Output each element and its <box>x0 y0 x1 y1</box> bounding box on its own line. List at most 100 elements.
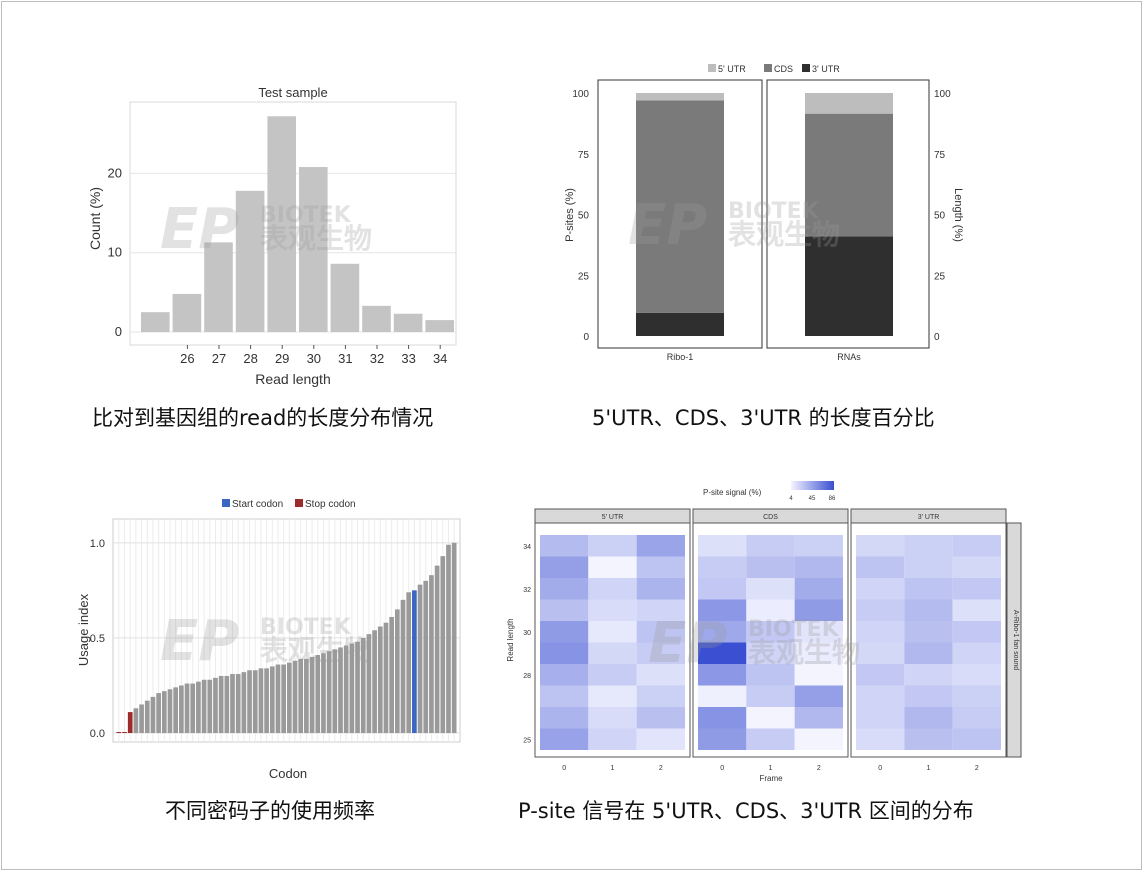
codon-bar <box>315 655 321 733</box>
psite-frame-tick: 1 <box>611 765 615 772</box>
psite-heat-cell <box>698 685 747 707</box>
psite-heat-cell <box>540 642 589 664</box>
psite-heat-cell <box>588 556 637 578</box>
codon-bar <box>139 704 144 733</box>
read-length-bar <box>204 242 233 332</box>
read-length-x-tick: 28 <box>243 351 257 366</box>
codon-bar <box>269 666 275 733</box>
codon-bar <box>338 647 343 733</box>
watermark-ep-letters: EP <box>160 197 239 262</box>
watermark-brand-en: BIOTEK <box>260 203 352 228</box>
psite-heat-cell <box>856 642 905 664</box>
read-length-bar <box>362 305 391 332</box>
psite-frame-tick: 2 <box>975 765 979 772</box>
region-legend-swatch <box>764 64 772 72</box>
psite-heat-cell <box>952 728 1001 750</box>
codon-x-label: Codon <box>269 766 307 781</box>
psite-heat-cell <box>904 642 953 664</box>
codon-bar <box>150 696 156 733</box>
watermark-brand-cn: 表观生物 <box>260 222 372 255</box>
region-legend-swatch <box>802 64 810 72</box>
psite-heat-cell <box>746 535 795 557</box>
codon-bar <box>156 693 161 733</box>
psite-heat-cell <box>588 728 637 750</box>
read-length-bar <box>299 167 328 332</box>
caption-psite-distribution: P-site 信号在 5'UTR、CDS、3'UTR 区间的分布 <box>518 799 974 823</box>
psite-heat-cell <box>952 707 1001 729</box>
psite-x-label: Frame <box>759 774 783 783</box>
codon-bar <box>196 681 201 733</box>
psite-heat-cell <box>794 685 843 707</box>
codon-bar <box>264 668 269 733</box>
read-length-bar <box>393 313 423 332</box>
psite-heat-cell <box>636 535 685 557</box>
read-length-bar <box>330 263 360 332</box>
codon-bar <box>434 565 440 733</box>
codon-bar <box>298 658 304 733</box>
caption-read-length: 比对到基因组的read的长度分布情况 <box>92 406 434 430</box>
region-right-y-tick: 100 <box>934 89 951 100</box>
region-stack-segment <box>805 113 893 237</box>
region-legend-label: CDS <box>774 64 793 74</box>
codon-bar <box>360 637 366 733</box>
watermark-brand-cn: 表观生物 <box>260 634 372 667</box>
codon-bar <box>275 664 281 733</box>
codon-bar <box>383 622 389 733</box>
psite-frame-tick: 0 <box>720 765 724 772</box>
codon-bar <box>184 683 190 733</box>
psite-heat-cell <box>540 578 589 600</box>
codon-bar <box>406 592 412 733</box>
codon-bar <box>241 672 247 733</box>
psite-heat-cell <box>540 728 589 750</box>
psite-heat-cell <box>856 556 905 578</box>
psite-heat-cell <box>698 599 747 621</box>
psite-heat-cell <box>904 707 953 729</box>
psite-heat-cell <box>588 535 637 557</box>
watermark-ep-letters: EP <box>628 193 707 258</box>
region-left-y-tick: 50 <box>578 211 590 222</box>
psite-heat-cell <box>698 556 747 578</box>
codon-bar <box>235 674 241 733</box>
psite-heat-cell <box>540 535 589 557</box>
psite-heat-cell <box>636 578 685 600</box>
psite-heat-cell <box>588 642 637 664</box>
codon-y-label: Usage index <box>76 593 91 666</box>
region-left-y-tick: 75 <box>578 150 590 161</box>
psite-heat-cell <box>794 621 843 643</box>
region-stack-segment <box>636 100 724 313</box>
psite-y-tick: 25 <box>523 737 531 744</box>
codon-bar <box>218 675 224 733</box>
psite-heat-cell <box>636 599 685 621</box>
psite-right-strip-label: A-Ribo-1 fan sound <box>1012 610 1019 670</box>
psite-heat-cell <box>856 621 905 643</box>
psite-heat-cell <box>746 707 795 729</box>
psite-heat-cell <box>856 685 905 707</box>
psite-heat-cell <box>746 664 795 686</box>
codon-bar <box>366 634 372 733</box>
psite-facet-label: 3' UTR <box>918 514 940 521</box>
codon-bar <box>201 679 207 733</box>
psite-heat-cell <box>698 621 747 643</box>
codon-bar <box>394 609 400 733</box>
read-length-bar <box>235 190 265 332</box>
codon-bar <box>349 643 355 733</box>
codon-bar <box>230 674 235 733</box>
codon-bar <box>377 626 383 733</box>
watermark-ep-letters: EP <box>160 609 239 674</box>
codon-bar <box>429 575 434 733</box>
psite-heat-cell <box>856 535 905 557</box>
region-right-y-label: Length (%) <box>952 188 964 242</box>
psite-heat-cell <box>904 685 953 707</box>
watermark-brand-cn: 表观生物 <box>748 636 860 669</box>
psite-heat-cell <box>698 642 747 664</box>
codon-bar <box>400 599 406 733</box>
psite-y-tick: 28 <box>523 673 531 680</box>
region-left-y-tick: 100 <box>572 89 589 100</box>
read-length-x-label: Read length <box>255 371 331 387</box>
region-right-y-tick: 75 <box>934 150 946 161</box>
psite-scale-label: 4 <box>789 496 793 502</box>
psite-heat-cell <box>794 728 843 750</box>
